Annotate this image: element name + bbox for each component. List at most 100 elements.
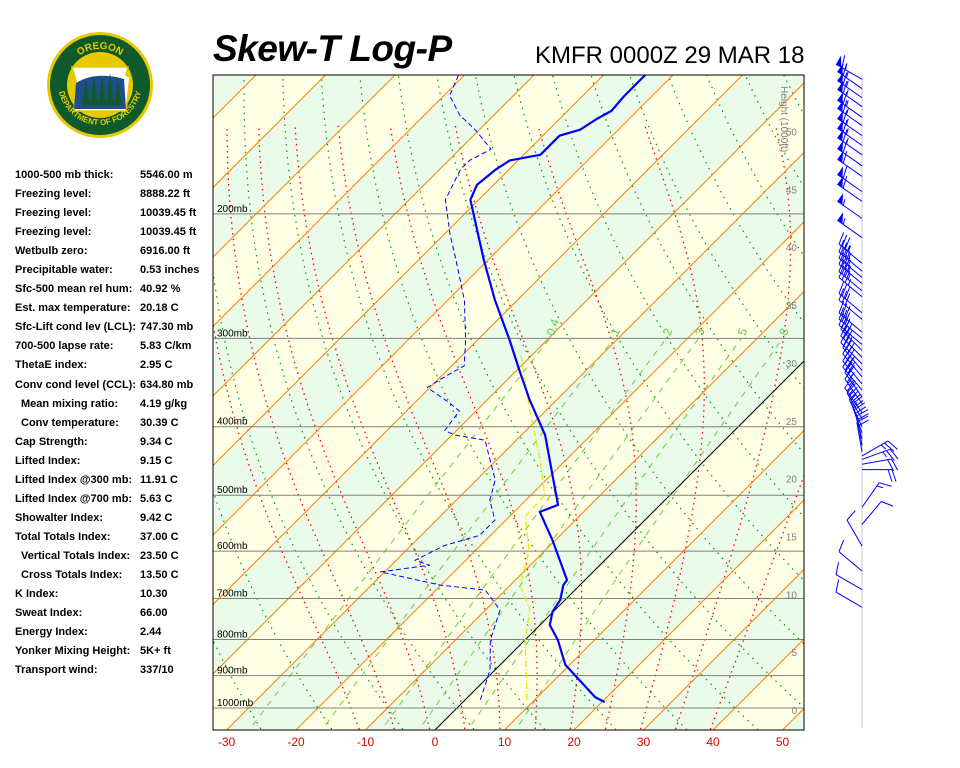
wind-barb-half bbox=[847, 259, 852, 267]
wind-barb-full bbox=[842, 175, 848, 189]
wind-barb-shaft bbox=[842, 360, 863, 385]
wind-barb-flag bbox=[837, 166, 844, 178]
dry-adiabat bbox=[813, 57, 960, 734]
wind-barb-full bbox=[854, 406, 867, 415]
stat-label: Sfc-500 mean rel hum: bbox=[15, 283, 133, 296]
stat-label: Total Totals Index: bbox=[15, 530, 111, 543]
isotherm bbox=[364, 290, 804, 730]
wind-barb-full bbox=[891, 458, 899, 471]
wind-barb-full bbox=[838, 246, 845, 259]
wind-barb bbox=[837, 72, 863, 99]
stat-label: Lifted Index @300 mb: bbox=[15, 473, 133, 486]
wind-barb bbox=[837, 175, 863, 202]
wind-barb-full bbox=[840, 317, 847, 330]
moist-adiabat bbox=[639, 125, 705, 730]
dry-adiabat bbox=[851, 57, 960, 734]
wind-barb-half bbox=[848, 380, 854, 386]
wind-barb-half bbox=[852, 402, 858, 408]
dry-adiabat bbox=[513, 75, 804, 582]
wind-barb-shaft bbox=[856, 415, 863, 446]
isotherm bbox=[0, 57, 204, 734]
stat-value: 5.63 C bbox=[140, 492, 173, 505]
stat-label: Precipitable water: bbox=[15, 264, 113, 277]
stat-label: Cap Strength: bbox=[15, 435, 88, 448]
isotherm bbox=[0, 57, 135, 734]
wind-barb bbox=[861, 458, 899, 472]
wind-barb bbox=[861, 501, 894, 525]
wind-barb-full bbox=[842, 91, 848, 105]
stat-value: 337/10 bbox=[140, 664, 174, 677]
wind-barb-full bbox=[842, 140, 848, 153]
height-tick-label: 35 bbox=[786, 301, 798, 312]
wind-barb-full bbox=[884, 442, 895, 452]
isotherm bbox=[213, 75, 396, 258]
isotherm bbox=[213, 75, 466, 328]
stat-value: 6916.00 ft bbox=[140, 245, 191, 258]
stat-value: 66.00 bbox=[140, 607, 168, 620]
temperature-tick-label: -10 bbox=[357, 735, 375, 749]
isotherm bbox=[642, 568, 804, 730]
stat-label: Yonker Mixing Height: bbox=[15, 645, 131, 658]
pressure-tick-label: 400mb bbox=[217, 417, 248, 428]
wind-barb-full bbox=[843, 320, 850, 333]
wind-barb-half bbox=[847, 279, 852, 286]
wind-barb-shaft bbox=[861, 482, 880, 508]
wind-barb-full bbox=[842, 119, 848, 133]
isotherm bbox=[225, 151, 804, 730]
stat-value: 634.80 mb bbox=[140, 378, 194, 391]
wind-barb-shaft bbox=[838, 318, 863, 339]
wind-barb-full bbox=[844, 306, 851, 319]
wind-barb-full bbox=[844, 352, 853, 365]
wind-barb-full bbox=[841, 254, 848, 268]
mixing-ratio-line bbox=[418, 338, 700, 730]
stat-value: 4.19 g/kg bbox=[140, 397, 188, 410]
wind-barb-half bbox=[845, 108, 849, 115]
wind-barb bbox=[837, 119, 863, 146]
temperature-tick-label: -30 bbox=[218, 735, 236, 749]
wind-barb bbox=[838, 259, 863, 292]
temperature-tick-label: -20 bbox=[287, 735, 305, 749]
wind-barb-shaft bbox=[838, 277, 863, 298]
svg-text:OREGON: OREGON bbox=[75, 41, 125, 58]
wind-barb bbox=[844, 368, 863, 404]
isotherm bbox=[295, 221, 804, 730]
dry-adiabat bbox=[889, 57, 960, 734]
wind-barb-full bbox=[857, 419, 869, 427]
wind-barb-shaft bbox=[844, 372, 863, 398]
wind-barb-full bbox=[844, 286, 851, 299]
stat-label: Vertical Totals Index: bbox=[21, 549, 131, 562]
stat-label: Freezing level: bbox=[15, 207, 92, 220]
moist-adiabat bbox=[709, 473, 804, 730]
wind-barb-shaft bbox=[835, 574, 863, 591]
wind-barb-full bbox=[838, 265, 845, 278]
mixing-ratio-line bbox=[321, 338, 615, 730]
mixing-ratio-label: 3 bbox=[692, 326, 708, 337]
wind-barb-shaft bbox=[838, 551, 863, 572]
wind-barb-full bbox=[838, 232, 845, 245]
stat-label: ThetaE index: bbox=[15, 359, 88, 372]
wind-barb-shaft bbox=[838, 271, 863, 292]
wind-barb-half bbox=[847, 273, 852, 280]
wind-barb-full bbox=[844, 361, 853, 373]
isotherm bbox=[213, 75, 605, 467]
wind-barb-half bbox=[882, 451, 887, 458]
wind-barb-full bbox=[844, 293, 851, 306]
wind-barb-flag bbox=[837, 110, 844, 122]
wind-barb bbox=[861, 482, 892, 508]
wind-barb-half bbox=[847, 265, 852, 273]
wind-barb-full bbox=[841, 268, 848, 281]
wind-barb bbox=[861, 440, 898, 457]
isotherm bbox=[0, 57, 65, 734]
wind-barb-full bbox=[844, 237, 851, 250]
dry-adiabat bbox=[243, 75, 476, 730]
wind-barb-full bbox=[842, 72, 848, 85]
mixing-ratio-line bbox=[248, 338, 551, 730]
pressure-tick-label: 900mb bbox=[217, 666, 248, 677]
wind-barb bbox=[838, 265, 863, 298]
wind-barb-flag bbox=[837, 81, 844, 93]
height-tick-label: 25 bbox=[786, 417, 798, 428]
stat-value: 10039.45 ft bbox=[140, 226, 197, 239]
wind-barb-shaft bbox=[861, 448, 891, 460]
stat-label: 700-500 lapse rate: bbox=[15, 340, 114, 353]
